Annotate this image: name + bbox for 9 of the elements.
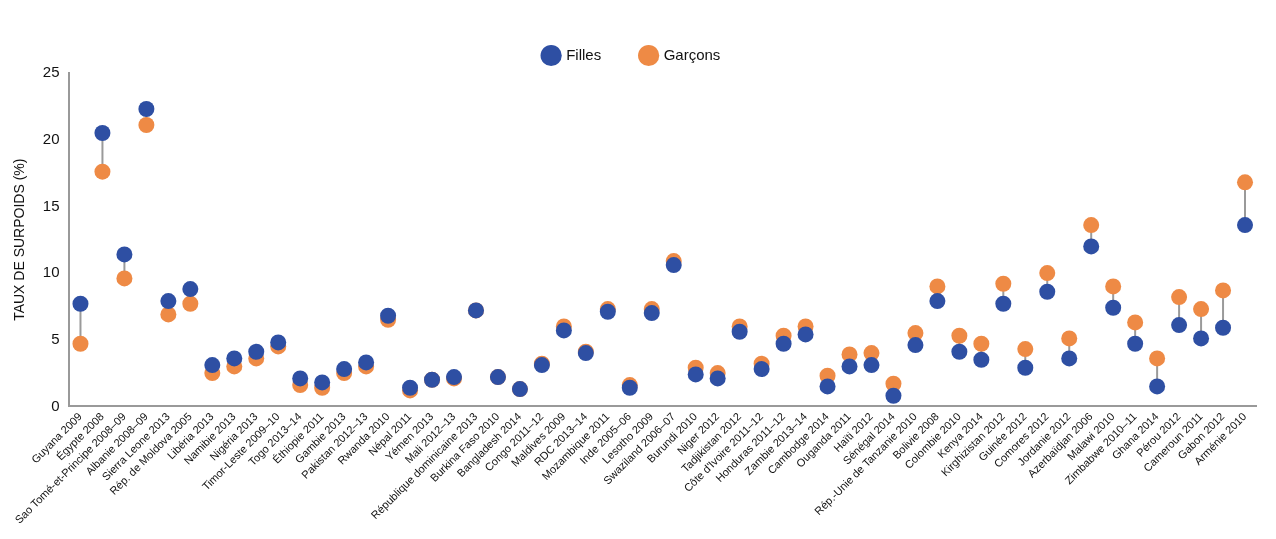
- y-tick-label: 15: [42, 196, 60, 214]
- legend-label: Garçons: [663, 45, 721, 63]
- y-tick-label: 10: [42, 263, 60, 281]
- y-tick-label: 20: [42, 129, 60, 147]
- legend-label: Filles: [566, 45, 602, 63]
- y-tick-label: 25: [42, 63, 60, 81]
- y-tick-label: 5: [51, 329, 60, 347]
- y-tick-label: 0: [51, 396, 60, 414]
- y-axis-title: TAUX DE SURPOIDS (%): [11, 158, 28, 321]
